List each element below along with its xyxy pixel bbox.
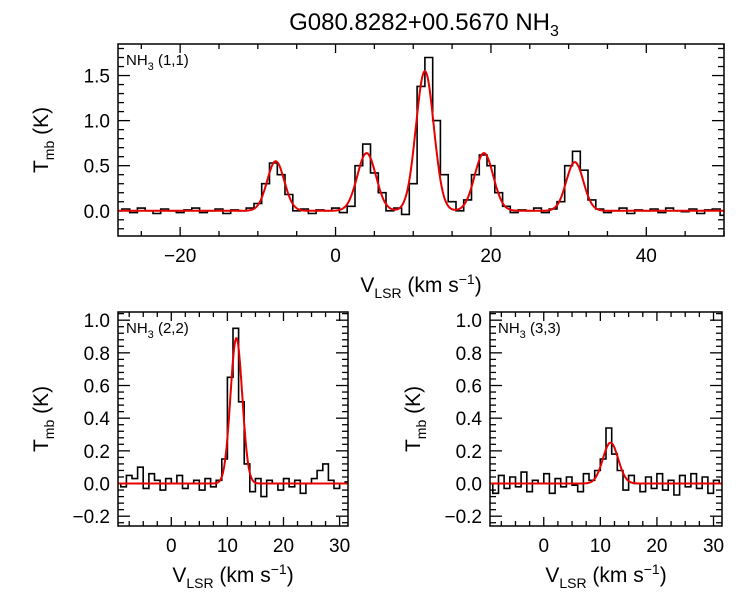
panel-nh3-11: −20 0 20 40 0.0 0.5 1.0 1.5 NH3 (1,1) VLSR (km s−…: [30, 43, 725, 301]
x-tick-label: 20: [646, 536, 667, 557]
plot-frame: [489, 311, 723, 527]
y-tick-label: −0.2: [72, 507, 110, 528]
y-tick-label: 0.0: [84, 475, 110, 496]
fit-curve-line: [490, 441, 722, 485]
y-tick-label: 0.5: [84, 157, 110, 178]
x-tick-label: 10: [590, 536, 611, 557]
y-tick-label: 0.8: [456, 344, 482, 365]
y-tick-label: 1.0: [84, 311, 110, 332]
y-tick-label: −0.2: [444, 507, 482, 528]
x-tick-label: 40: [636, 246, 657, 267]
x-axis-label: VLSR (km s−1): [360, 271, 481, 301]
y-axis-label: Tmb (K): [30, 107, 57, 173]
y-tick-label: 0.0: [456, 475, 482, 496]
y-axis-label: Tmb (K): [402, 386, 429, 452]
panel-nh3-22: 0 10 20 30 −0.2 0.0 0.2 0.4 0.6 0.8 1.0 NH3 (2,2) VL…: [30, 311, 350, 591]
x-tick-label: 0: [538, 536, 549, 557]
x-tick-label: 0: [330, 246, 341, 267]
x-tick-label: 10: [217, 536, 238, 557]
x-tick-label: −20: [164, 246, 196, 267]
panel-label: NH3 (1,1): [126, 52, 189, 73]
x-tick-label: 30: [329, 536, 350, 557]
fit-curve-line: [118, 337, 348, 485]
y-tick-label: 1.0: [456, 311, 482, 332]
fit-curve-line: [118, 69, 724, 212]
y-tick-label: 0.8: [84, 344, 110, 365]
panel-label: NH3 (3,3): [498, 320, 561, 341]
y-tick-label: 0.6: [84, 377, 110, 398]
y-tick-label: 0.4: [456, 409, 483, 430]
x-tick-label: 30: [703, 536, 724, 557]
panel-label: NH3 (2,2): [126, 320, 189, 341]
y-tick-label: 0.4: [84, 409, 111, 430]
y-tick-label: 0.6: [456, 377, 482, 398]
y-axis-label: Tmb (K): [30, 386, 57, 452]
figure-title: G080.8282+00.5670 NH3: [289, 9, 559, 40]
plot-frame: [117, 43, 725, 237]
plot-frame: [117, 311, 349, 527]
y-tick-label: 1.5: [84, 67, 110, 88]
x-tick-label: 20: [480, 246, 501, 267]
x-tick-label: 20: [273, 536, 294, 557]
y-tick-label: 0.0: [84, 202, 110, 223]
panel-nh3-33: 0 10 20 30 −0.2 0.0 0.2 0.4 0.6 0.8 1.0 NH3 (3,3) VL…: [402, 311, 724, 591]
y-tick-label: 1.0: [84, 112, 110, 133]
y-tick-label: 0.2: [84, 442, 110, 463]
x-axis-label: VLSR (km s−1): [172, 561, 293, 591]
x-axis-label: VLSR (km s−1): [545, 561, 666, 591]
observed-spectrum-line: [490, 427, 722, 496]
x-tick-label: 0: [166, 536, 177, 557]
y-tick-label: 0.2: [456, 442, 482, 463]
